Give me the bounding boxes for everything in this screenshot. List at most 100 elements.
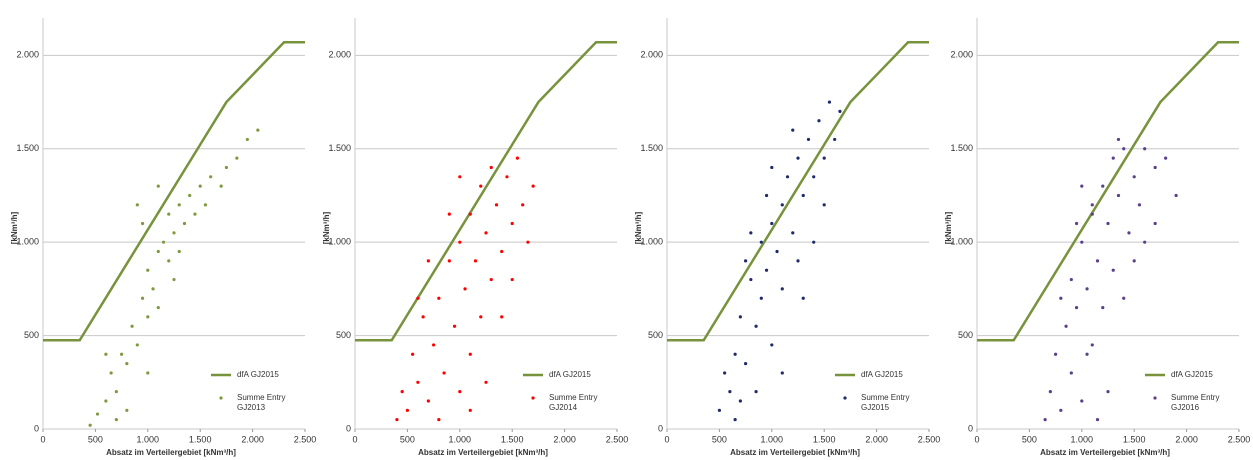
legend-marker [1153,396,1157,400]
scatter-point [822,203,826,207]
scatter-point [806,137,811,142]
scatter-point [801,296,805,300]
scatter-point [780,287,784,291]
scatter-point [780,371,784,375]
x-tick-label: 500 [1022,434,1037,444]
x-tick-label: 0 [352,434,357,444]
legend-label: dfA GJ2015 [237,370,279,379]
scatter-point [764,193,769,198]
scatter-point [146,268,150,272]
scatter-point [505,175,509,179]
scatter-point [759,296,763,300]
legend-label: dfA GJ2015 [1171,370,1213,379]
scatter-point [833,137,837,142]
scatter-point [188,193,192,198]
scatter-point [1059,296,1063,300]
scatter-point [827,100,832,104]
scatter-point [161,240,166,244]
scatter-point [759,240,763,244]
line [977,41,1239,342]
scatter-point [796,259,800,263]
scatter-point [447,259,451,263]
x-tick-label: 1.500 [813,434,836,444]
scatter-point [1174,193,1178,198]
y-tick-label: 2.000 [16,50,39,60]
scatter-point [764,268,769,272]
scatter-point [738,399,742,403]
scatter-point [1054,352,1058,356]
scatter-point [104,399,108,403]
scatter-point [135,203,139,207]
scatter-point [437,296,441,300]
x-tick-label: 2.000 [865,434,888,444]
x-tick-label: 0 [40,434,45,444]
scatter-point [801,193,805,198]
scatter-point [1064,324,1068,328]
scatter-point [723,371,727,375]
scatter-point [749,231,753,235]
scatter-point [531,184,535,188]
scatter-point [156,184,160,188]
x-tick-label: 2.000 [1175,434,1198,444]
scatter-point [193,212,197,216]
scatter-point [1116,137,1121,142]
scatter-point [489,165,493,170]
scatter-point [177,203,181,207]
scatter-point [526,240,530,244]
scatter-point [785,175,790,179]
scatter-point [479,315,483,319]
scatter-point [500,249,504,254]
scatter-point [198,184,202,188]
x-tick-label: 500 [712,434,727,444]
y-tick-label: 1.000 [640,237,663,247]
scatter-point [114,418,118,422]
scatter-point [235,156,239,160]
scatter-point [1069,371,1073,375]
y-tick-label: 1.500 [640,143,663,153]
scatter-point [468,212,472,216]
scatter-point [1085,287,1089,291]
x-tick-label: 2.500 [1228,434,1251,444]
scatter-point [219,184,223,188]
scatter-point [395,418,399,422]
x-tick-label: 1.500 [501,434,524,444]
scatter-point [156,249,160,254]
scatter-point [1080,184,1084,188]
legend-label: Summe Entry GJ2014 [549,393,598,412]
legend-label: Summe Entry GJ2013 [237,393,286,412]
x-tick-label: 2.000 [553,434,576,444]
scatter-point [140,296,145,300]
x-tick-label: 1.000 [449,434,472,444]
scatter-point [442,371,446,375]
scatter-point [1090,343,1094,347]
scatter-point [812,175,816,179]
scatter-point [1048,390,1052,394]
scatter-point [172,277,176,282]
scatter-point [1106,221,1110,226]
legend-label: Summe Entry GJ2016 [1171,393,1220,412]
y-tick-label: 1.000 [950,237,973,247]
x-tick-label: 1.500 [189,434,212,444]
y-tick-label: 1.500 [16,143,39,153]
scatter-point [458,390,462,394]
y-tick-label: 0 [658,423,663,433]
x-axis-label: Absatz im Verteilergebiet [kNm³/h] [1040,448,1170,457]
scatter-point [494,203,499,207]
scatter-point [224,165,228,170]
scatter-point [400,390,404,394]
scatter-point [510,221,514,226]
scatter-point [458,240,462,244]
scatter-point [416,380,420,384]
scatter-point [733,418,737,422]
scatter-point [1090,212,1094,216]
scatter-point [728,390,732,394]
x-axis-label: Absatz im Verteilergebiet [kNm³/h] [730,448,860,457]
scatter-point [146,371,150,375]
scatter-point [182,221,187,226]
scatter-point [775,249,779,254]
y-tick-label: 500 [24,330,39,340]
scatter-point [1101,305,1105,310]
scatter-point [500,315,504,319]
y-tick-label: 2.000 [328,50,351,60]
x-tick-label: 2.500 [606,434,629,444]
